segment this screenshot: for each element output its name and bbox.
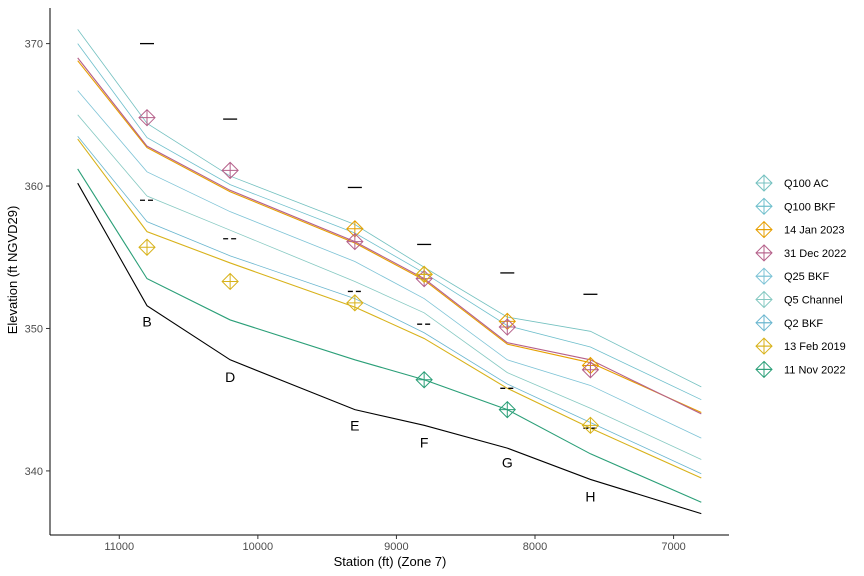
series-marker-7-0 xyxy=(138,238,156,256)
legend-label-3: 31 Dec 2022 xyxy=(784,248,846,260)
station-label-3: F xyxy=(420,434,429,450)
legend-item-6: Q2 BKF xyxy=(755,314,823,332)
series-line-0 xyxy=(77,29,702,388)
legend-item-5: Q5 Channel xyxy=(755,290,843,309)
legend-label-1: Q100 BKF xyxy=(784,201,836,213)
x-tick-label-1: 10000 xyxy=(243,541,274,553)
legend-item-0: Q100 AC xyxy=(755,174,829,192)
series-marker-8-1 xyxy=(498,400,516,419)
legend-item-3: 31 Dec 2022 xyxy=(755,244,846,262)
legend-item-1: Q100 BKF xyxy=(755,197,836,216)
series-marker-8-0 xyxy=(415,371,433,389)
series-marker-7-3 xyxy=(415,265,433,284)
y-tick-label-0: 340 xyxy=(25,466,43,478)
series-line-1 xyxy=(77,43,702,401)
legend-label-6: Q2 BKF xyxy=(784,318,823,330)
plot-lines-group xyxy=(77,29,702,515)
series-marker-3-4 xyxy=(498,318,516,336)
station-label-0: B xyxy=(142,313,151,329)
legend-label-0: Q100 AC xyxy=(784,178,829,190)
legend-swatch-marker-1 xyxy=(755,197,773,216)
legend-item-4: Q25 BKF xyxy=(755,267,830,285)
series-line-8 xyxy=(77,168,702,503)
legend-item-2: 14 Jan 2023 xyxy=(755,220,845,239)
station-labels-group: B D E F G H xyxy=(142,313,595,504)
legend-item-7: 13 Feb 2019 xyxy=(755,337,846,355)
series-marker-3-5 xyxy=(581,361,600,379)
series-line-7 xyxy=(77,138,702,479)
station-label-2: E xyxy=(350,417,359,433)
legend-swatch-marker-6 xyxy=(755,314,773,332)
plot-markers-group xyxy=(138,42,600,435)
series-line-2 xyxy=(77,60,702,414)
series-marker-3-0 xyxy=(138,108,156,127)
y-tick-label-2: 360 xyxy=(25,181,43,193)
series-marker-7-2 xyxy=(346,294,364,312)
series-line-4 xyxy=(77,90,702,439)
series-marker-3-2 xyxy=(346,232,364,251)
legend-label-7: 13 Feb 2019 xyxy=(784,341,846,353)
y-tick-label-3: 370 xyxy=(25,39,43,51)
legend: Q100 AC Q100 BKF 14 Jan 2023 31 Dec 2022 Q25… xyxy=(755,174,846,379)
thalweg-line xyxy=(77,182,702,515)
axes-group: 340 350 360 370 11000 10000 9000 8000 7000 xyxy=(25,8,729,553)
legend-label-2: 14 Jan 2023 xyxy=(784,225,845,237)
legend-swatch-marker-4 xyxy=(755,267,773,285)
series-marker-3-1 xyxy=(221,161,239,180)
legend-item-8: 11 Nov 2022 xyxy=(755,360,846,379)
legend-swatch-marker-3 xyxy=(755,244,773,262)
y-axis-title: Elevation (ft NGVD29) xyxy=(5,206,20,335)
series-line-3 xyxy=(77,57,702,415)
x-tick-label-3: 8000 xyxy=(523,541,547,553)
legend-swatch-marker-5 xyxy=(755,290,773,309)
series-marker-7-1 xyxy=(221,272,239,291)
x-axis-title: Station (ft) (Zone 7) xyxy=(334,554,447,569)
y-tick-label-1: 350 xyxy=(25,323,43,335)
station-label-5: H xyxy=(585,489,595,505)
station-label-1: D xyxy=(225,369,235,385)
legend-swatch-marker-7 xyxy=(755,337,773,355)
series-line-6 xyxy=(77,135,702,475)
x-tick-label-2: 9000 xyxy=(384,541,408,553)
legend-swatch-marker-8 xyxy=(755,360,773,379)
station-label-4: G xyxy=(502,454,513,470)
legend-label-8: 11 Nov 2022 xyxy=(784,364,846,376)
x-tick-label-0: 11000 xyxy=(104,541,134,553)
legend-swatch-marker-2 xyxy=(755,220,773,239)
series-marker-7-4 xyxy=(581,416,600,435)
series-line-5 xyxy=(77,114,702,460)
x-tick-label-4: 7000 xyxy=(661,541,685,553)
legend-swatch-marker-0 xyxy=(755,174,773,192)
legend-label-5: Q5 Channel xyxy=(784,295,843,307)
legend-label-4: Q25 BKF xyxy=(784,271,830,283)
